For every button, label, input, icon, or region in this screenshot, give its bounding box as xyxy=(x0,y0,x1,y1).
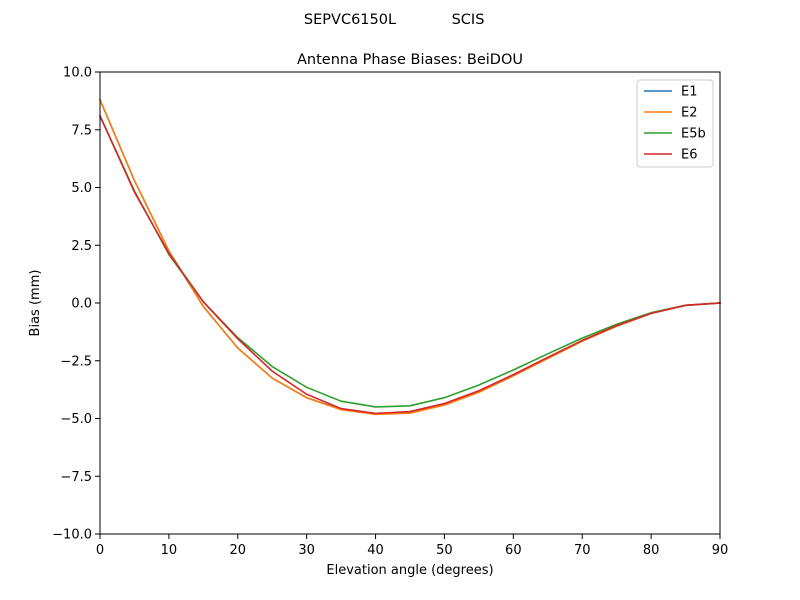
y-tick-label: −2.5 xyxy=(60,354,92,369)
x-tick-label: 40 xyxy=(367,543,384,558)
y-tick-label: 5.0 xyxy=(71,181,92,196)
y-tick-label: 7.5 xyxy=(71,123,92,138)
x-tick-label: 30 xyxy=(298,543,315,558)
suptitle-code: SCIS xyxy=(452,12,485,28)
y-tick-label: 10.0 xyxy=(63,66,92,81)
suptitle-station: SEPVC6150L xyxy=(304,12,396,28)
legend-label-e2: E2 xyxy=(681,106,698,121)
x-tick-label: 90 xyxy=(712,543,729,558)
y-tick-label: 2.5 xyxy=(71,239,92,254)
y-axis: −10.0 −7.5 −5.0 −2.5 0.0 2.5 5.0 7.5 10.0 xyxy=(52,66,100,543)
legend-label-e5b: E5b xyxy=(681,127,706,142)
x-tick-label: 0 xyxy=(96,543,104,558)
x-tick-label: 20 xyxy=(230,543,247,558)
legend-box xyxy=(636,79,714,168)
x-tick-label: 60 xyxy=(505,543,522,558)
chart-title: Antenna Phase Biases: BeiDOU xyxy=(297,52,523,68)
y-tick-label: −7.5 xyxy=(60,470,92,485)
y-tick-label: 0.0 xyxy=(71,297,92,312)
x-axis-label: Elevation angle (degrees) xyxy=(326,563,493,578)
legend-label-e1: E1 xyxy=(681,85,698,100)
y-tick-label: −10.0 xyxy=(52,528,92,543)
legend: E1 E2 E5b E6 xyxy=(636,79,714,168)
y-tick-label: −5.0 xyxy=(60,412,92,427)
x-axis: 0 10 20 30 40 50 60 70 80 90 xyxy=(96,534,728,558)
x-tick-label: 10 xyxy=(161,543,178,558)
x-tick-label: 50 xyxy=(436,543,453,558)
series-layer xyxy=(98,98,721,416)
plot-background xyxy=(100,72,720,534)
x-tick-label: 80 xyxy=(643,543,660,558)
legend-label-e6: E6 xyxy=(681,148,698,163)
plot-area xyxy=(100,72,720,534)
series-line-e6 xyxy=(98,114,721,415)
x-tick-label: 70 xyxy=(574,543,591,558)
y-axis-label: Bias (mm) xyxy=(28,270,43,337)
